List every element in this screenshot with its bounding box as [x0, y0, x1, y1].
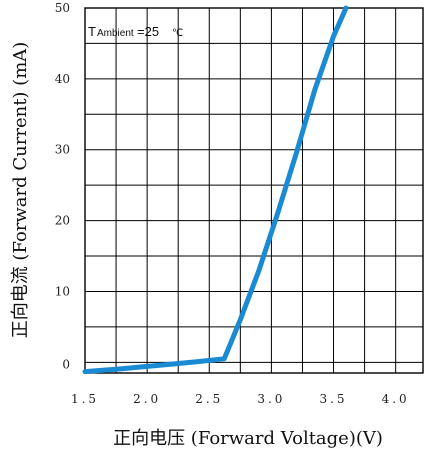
- y-tick-label: 30: [55, 143, 70, 157]
- ambient-annotation: T Ambient =25 ℃: [88, 24, 183, 39]
- y-tick-label: 40: [55, 72, 70, 86]
- x-tick-label: 2.5: [195, 392, 223, 406]
- y-tick-label: 0: [62, 357, 70, 371]
- series-layer: [82, 5, 349, 375]
- y-tick-label: 20: [55, 214, 70, 228]
- x-tick-labels: 1.5 2.0 2.5 3.0 3.5 4.0: [71, 392, 410, 406]
- grid: [84, 7, 424, 374]
- annotation-unit: ℃: [172, 28, 183, 39]
- annotation-subscript: Ambient: [97, 28, 134, 39]
- series-line: [82, 5, 349, 375]
- y-axis-label: 正向电流 (Forward Current) (mA): [10, 42, 31, 339]
- x-axis-label: 正向电压 (Forward Voltage)(V): [113, 428, 383, 449]
- plot-frame: [84, 7, 424, 374]
- x-tick-label: 2.0: [133, 392, 161, 406]
- x-tick-label: 3.5: [319, 392, 347, 406]
- y-tick-label: 10: [55, 284, 70, 298]
- y-tick-labels: 0 10 20 30 40 50: [55, 1, 70, 371]
- y-tick-label: 50: [55, 1, 70, 15]
- annotation-prefix: T: [88, 24, 96, 39]
- x-tick-label: 4.0: [382, 392, 410, 406]
- annotation-value: =25: [137, 24, 159, 39]
- x-tick-label: 1.5: [71, 392, 99, 406]
- x-tick-label: 3.0: [257, 392, 285, 406]
